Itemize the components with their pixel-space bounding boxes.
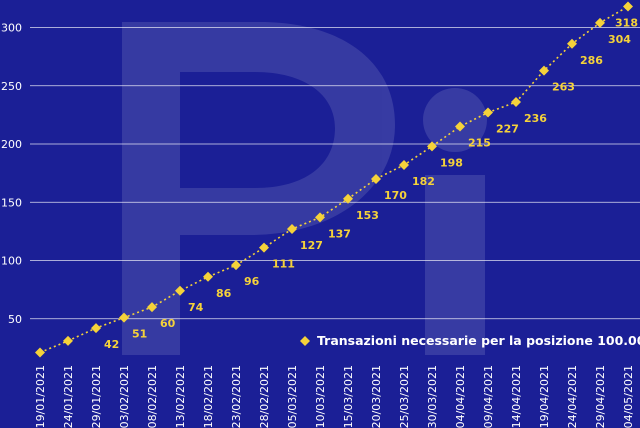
legend-marker bbox=[300, 336, 310, 346]
x-tick-label: 29/04/2021 bbox=[594, 365, 607, 428]
x-tick-label: 29/01/2021 bbox=[90, 365, 103, 428]
x-tick-label: 10/03/2021 bbox=[314, 365, 327, 428]
x-tick-label: 14/04/2021 bbox=[510, 365, 523, 428]
data-point bbox=[623, 1, 633, 12]
y-axis: 50 100 150 200 250 300 bbox=[1, 22, 22, 326]
data-point bbox=[259, 242, 269, 253]
data-label: 236 bbox=[524, 112, 547, 125]
data-point bbox=[203, 271, 213, 282]
data-point bbox=[483, 107, 493, 118]
data-point bbox=[567, 38, 577, 49]
data-point bbox=[287, 224, 297, 235]
data-label: 182 bbox=[412, 175, 435, 188]
x-tick-label: 20/03/2021 bbox=[370, 365, 383, 428]
data-label: 137 bbox=[328, 227, 351, 240]
y-tick-label: 50 bbox=[8, 313, 22, 326]
y-tick-label: 300 bbox=[1, 22, 22, 35]
x-tick-label: 23/02/2021 bbox=[230, 365, 243, 428]
legend-label: Transazioni necessarie per la posizione … bbox=[317, 333, 640, 348]
grid-lines bbox=[30, 27, 640, 320]
data-label: 215 bbox=[468, 137, 491, 150]
data-label: 304 bbox=[608, 33, 631, 46]
data-label: 96 bbox=[244, 275, 260, 288]
x-tick-label: 28/02/2021 bbox=[258, 365, 271, 428]
x-tick-label: 19/04/2021 bbox=[538, 365, 551, 428]
data-point bbox=[315, 212, 325, 223]
x-tick-label: 05/03/2021 bbox=[286, 365, 299, 428]
x-tick-label: 25/03/2021 bbox=[398, 365, 411, 428]
data-point bbox=[399, 159, 409, 170]
data-label: 263 bbox=[552, 81, 575, 94]
data-label: 170 bbox=[384, 189, 407, 202]
x-tick-label: 15/03/2021 bbox=[342, 365, 355, 428]
data-label: 86 bbox=[216, 287, 232, 300]
data-point bbox=[539, 65, 549, 76]
x-tick-label: 19/01/2021 bbox=[34, 365, 47, 428]
x-axis: 19/01/2021 24/01/2021 29/01/2021 03/02/2021… bbox=[34, 365, 635, 428]
data-label: 227 bbox=[496, 123, 519, 136]
x-tick-label: 18/02/2021 bbox=[202, 365, 215, 428]
data-point bbox=[63, 335, 73, 346]
data-label: 198 bbox=[440, 156, 463, 169]
data-point bbox=[343, 193, 353, 204]
data-label: 42 bbox=[104, 338, 119, 351]
data-label: 60 bbox=[160, 317, 176, 330]
y-tick-label: 100 bbox=[1, 255, 22, 268]
x-tick-label: 09/04/2021 bbox=[482, 365, 495, 428]
data-points bbox=[35, 1, 633, 358]
data-label: 51 bbox=[132, 328, 147, 341]
watermark-logo bbox=[122, 22, 487, 355]
x-tick-label: 03/02/2021 bbox=[118, 365, 131, 428]
data-point bbox=[35, 347, 45, 358]
series-line bbox=[39, 5, 629, 354]
x-tick-label: 24/01/2021 bbox=[62, 365, 75, 428]
data-label: 74 bbox=[188, 301, 204, 314]
data-point bbox=[455, 121, 465, 132]
legend: Transazioni necessarie per la posizione … bbox=[300, 333, 640, 348]
x-tick-label: 04/04/2021 bbox=[454, 365, 467, 428]
x-tick-label: 04/05/2021 bbox=[622, 365, 635, 428]
data-point bbox=[231, 260, 241, 271]
x-tick-label: 24/04/2021 bbox=[566, 365, 579, 428]
data-label: 318 bbox=[615, 17, 638, 30]
data-point bbox=[91, 323, 101, 334]
data-label: 153 bbox=[356, 209, 379, 222]
x-tick-label: 30/03/2021 bbox=[426, 365, 439, 428]
data-point bbox=[175, 285, 185, 296]
data-label: 286 bbox=[580, 54, 603, 67]
x-tick-label: 08/02/2021 bbox=[146, 365, 159, 428]
data-point bbox=[147, 302, 157, 313]
y-tick-label: 250 bbox=[1, 80, 22, 93]
data-label: 111 bbox=[272, 258, 295, 271]
data-point bbox=[119, 312, 129, 323]
y-tick-label: 150 bbox=[1, 196, 22, 209]
data-labels: 42 51 60 74 86 96 111 127 137 153 170 182 198 215 227 2… bbox=[104, 17, 638, 352]
data-point bbox=[595, 17, 605, 28]
data-point bbox=[371, 173, 381, 184]
x-tick-label: 13/02/2021 bbox=[174, 365, 187, 428]
data-point bbox=[511, 97, 521, 108]
data-label: 127 bbox=[300, 239, 323, 252]
data-point bbox=[427, 141, 437, 152]
y-tick-label: 200 bbox=[1, 138, 22, 151]
